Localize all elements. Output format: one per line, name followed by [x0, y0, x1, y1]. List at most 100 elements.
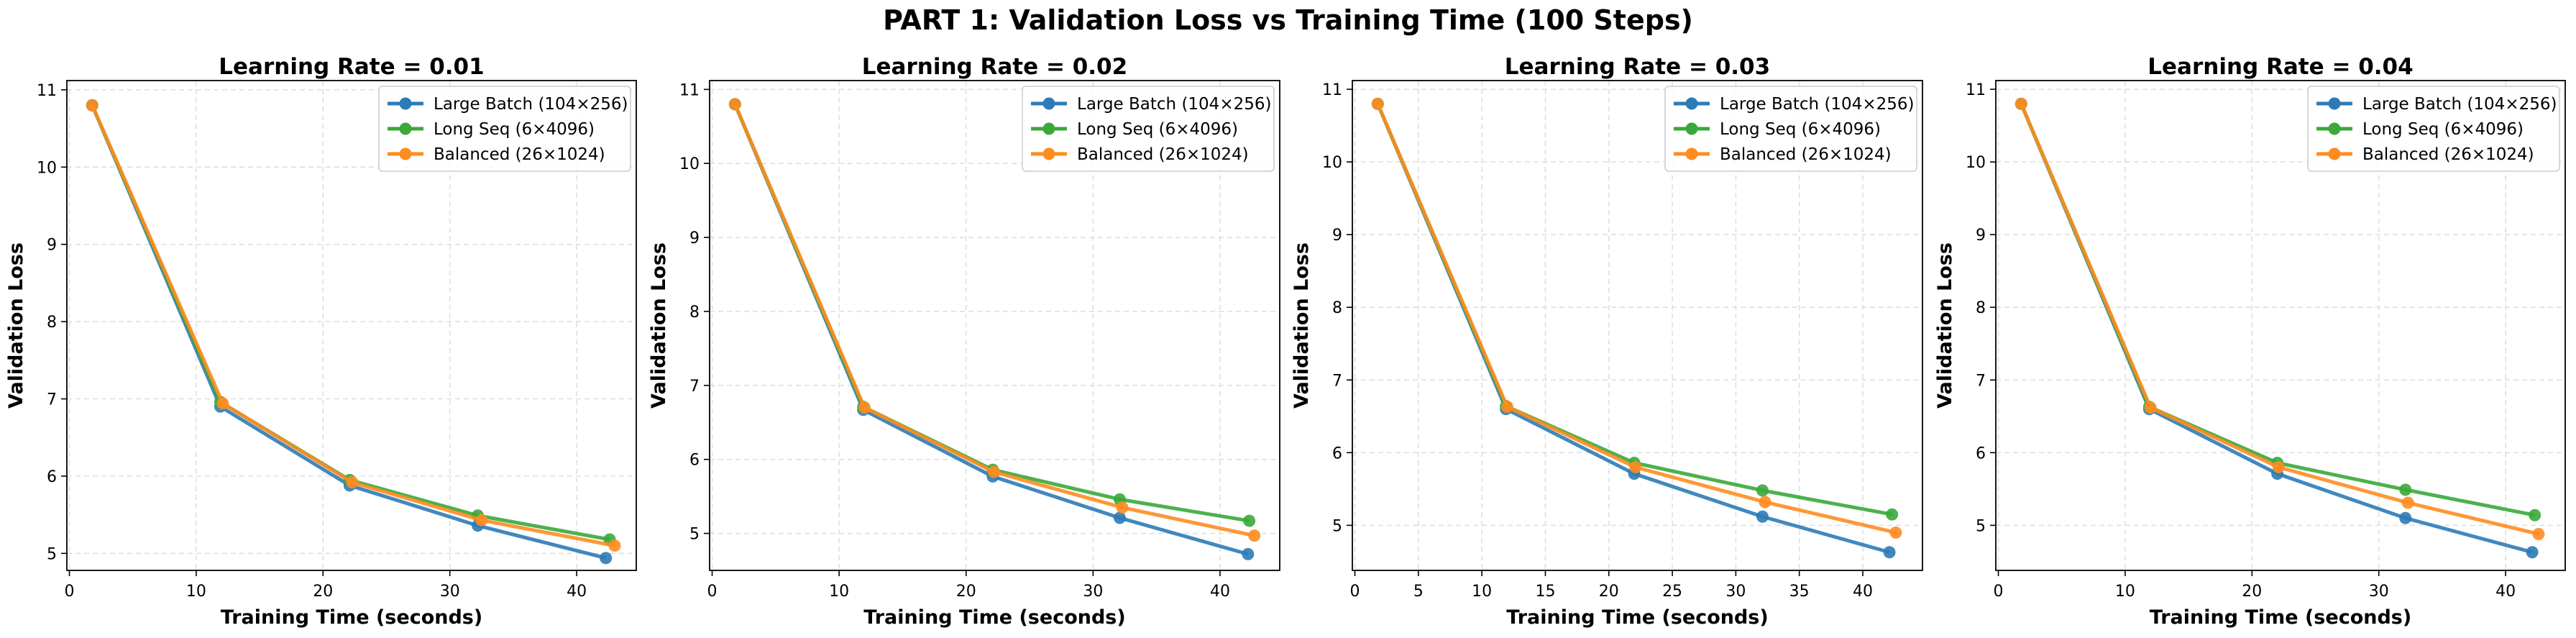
legend-box — [1022, 86, 1275, 172]
data-point — [1243, 514, 1256, 527]
x-tick-label: 20 — [1599, 583, 1619, 601]
x-tick-label: 0 — [1350, 583, 1360, 601]
data-point — [858, 401, 871, 414]
data-point — [2272, 461, 2285, 474]
x-tick-label: 40 — [2495, 583, 2516, 601]
legend-marker — [1042, 97, 1055, 110]
y-axis-label: Validation Loss — [1291, 242, 1313, 409]
data-point — [2526, 546, 2539, 559]
legend-marker — [1685, 97, 1698, 110]
y-tick-label: 11 — [37, 82, 57, 100]
data-point — [346, 476, 359, 489]
x-tick-label: 20 — [2242, 583, 2262, 601]
legend-label: Large Batch (104×256) — [434, 95, 628, 114]
legend: Large Batch (104×256) Long Seq (6×4096) Ba… — [1664, 86, 1917, 172]
data-point — [2529, 509, 2541, 521]
y-tick-label: 7 — [47, 391, 57, 409]
figure-title: PART 1: Validation Loss vs Training Time… — [883, 4, 1693, 36]
y-tick-label: 8 — [47, 314, 57, 332]
x-axis-label: Training Time (seconds) — [221, 606, 482, 629]
chart-panel-3: 0 5 10 15 20 25 30 35 40 5 6 7 8 9 10 11 Learning Rate =… — [1291, 54, 1923, 629]
x-tick-label: 10 — [829, 583, 849, 601]
x-tick-label: 15 — [1535, 583, 1555, 601]
y-tick-label: 11 — [1322, 81, 1342, 99]
x-axis-label: Training Time (seconds) — [863, 606, 1125, 629]
y-tick-label: 5 — [1332, 517, 1342, 535]
y-tick-label: 7 — [689, 378, 700, 396]
y-tick-label: 10 — [679, 155, 700, 173]
legend-box — [2307, 86, 2560, 172]
legend-label: Balanced (26×1024) — [1077, 145, 1249, 164]
y-tick-label: 9 — [1976, 227, 1986, 245]
data-point — [600, 552, 613, 565]
x-tick-label: 40 — [1853, 583, 1873, 601]
data-point — [475, 514, 488, 527]
data-point — [1248, 529, 1261, 542]
y-axis-label: Validation Loss — [5, 242, 27, 409]
y-tick-label: 6 — [1332, 445, 1342, 462]
x-tick-label: 30 — [440, 583, 460, 601]
x-tick-label: 0 — [1994, 583, 2004, 601]
data-point — [608, 539, 621, 552]
legend-label: Large Batch (104×256) — [1077, 95, 1271, 114]
chart-title: Learning Rate = 0.01 — [219, 54, 484, 80]
x-tick-label: 40 — [1210, 583, 1230, 601]
x-tick-label: 25 — [1662, 583, 1682, 601]
y-tick-label: 10 — [1322, 154, 1342, 172]
y-tick-label: 6 — [47, 468, 57, 486]
legend-marker — [1042, 147, 1055, 160]
y-tick-label: 5 — [1976, 517, 1986, 535]
data-point — [728, 98, 741, 111]
legend-label: Balanced (26×1024) — [434, 145, 605, 164]
legend-marker — [2328, 97, 2341, 110]
data-point — [2532, 527, 2545, 540]
x-tick-label: 30 — [1083, 583, 1103, 601]
chart-title: Learning Rate = 0.03 — [1505, 54, 1770, 80]
x-tick-label: 35 — [1789, 583, 1810, 601]
y-tick-label: 10 — [1966, 154, 1986, 172]
legend-box — [1664, 86, 1917, 172]
y-tick-label: 10 — [37, 159, 57, 177]
legend-label: Long Seq (6×4096) — [434, 120, 595, 139]
data-point — [2014, 97, 2027, 110]
y-axis-label: Validation Loss — [648, 242, 670, 409]
x-tick-label: 10 — [1472, 583, 1492, 601]
data-point — [1886, 508, 1899, 521]
legend-label: Large Batch (104×256) — [1720, 95, 1914, 114]
chart-title: Learning Rate = 0.04 — [2148, 54, 2413, 80]
chart-title: Learning Rate = 0.02 — [862, 54, 1127, 80]
y-tick-label: 6 — [1976, 445, 1986, 462]
chart-panel-1: 0 10 20 30 40 5 6 7 8 9 10 11 Learning Rate = 0.01 Tr… — [5, 54, 637, 629]
legend-label: Long Seq (6×4096) — [1720, 120, 1881, 139]
x-tick-label: 0 — [65, 583, 75, 601]
data-point — [1629, 461, 1642, 474]
data-point — [1113, 511, 1126, 524]
legend-label: Large Batch (104×256) — [2362, 95, 2557, 114]
y-tick-label: 11 — [679, 81, 700, 99]
y-tick-label: 8 — [689, 304, 700, 322]
x-tick-label: 5 — [1413, 583, 1424, 601]
data-point — [86, 99, 98, 111]
legend: Large Batch (104×256) Long Seq (6×4096) Ba… — [2307, 86, 2560, 172]
x-tick-label: 40 — [567, 583, 587, 601]
data-point — [1883, 546, 1896, 559]
legend-marker — [1685, 122, 1698, 135]
legend-marker — [1042, 122, 1055, 135]
y-tick-label: 9 — [47, 237, 57, 255]
y-tick-label: 8 — [1976, 299, 1986, 317]
plot-frame — [1995, 80, 2566, 571]
chart-panel-4: 0 10 20 30 40 5 6 7 8 9 10 11 Learning Rate = 0.04 Tr… — [1934, 54, 2566, 629]
data-point — [2399, 511, 2412, 524]
data-point — [2144, 401, 2157, 414]
x-tick-label: 30 — [2369, 583, 2389, 601]
data-point — [988, 465, 1001, 478]
data-point — [2401, 496, 2414, 509]
x-tick-label: 10 — [2115, 583, 2135, 601]
y-tick-label: 5 — [47, 545, 57, 563]
legend-marker — [399, 97, 412, 110]
chart-panel-2: 0 10 20 30 40 5 6 7 8 9 10 11 Learning Rate = 0.02 Tr… — [648, 54, 1280, 629]
x-axis-label: Training Time (seconds) — [2150, 606, 2411, 629]
legend: Large Batch (104×256) Long Seq (6×4096) Ba… — [1022, 86, 1275, 172]
x-tick-label: 0 — [707, 583, 718, 601]
